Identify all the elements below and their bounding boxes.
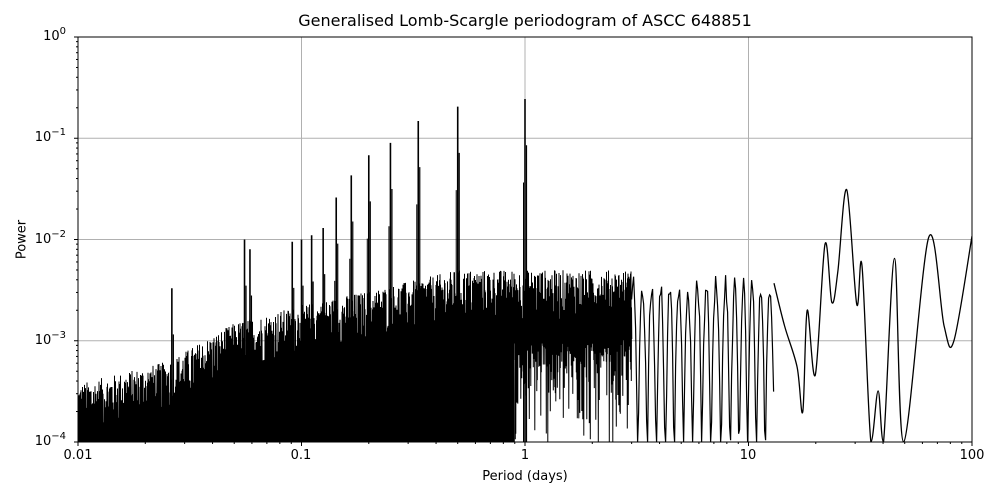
y-tick-label: 10−2: [34, 229, 66, 248]
axis-ticks: [74, 36, 973, 446]
x-tick-label: 1: [520, 448, 530, 463]
periodogram-line: [78, 99, 972, 442]
y-tick-label: 10−3: [34, 330, 66, 349]
y-tick-label: 100: [43, 26, 66, 45]
y-tick-label: 10−4: [34, 431, 66, 450]
y-tick-label: 10−1: [34, 127, 66, 146]
x-tick-label: 0.01: [63, 448, 93, 463]
x-tick-label: 0.1: [290, 448, 312, 463]
x-tick-label: 100: [959, 448, 985, 463]
x-tick-label: 10: [739, 448, 757, 463]
y-axis-label: Power: [14, 219, 30, 260]
x-axis-label: Period (days): [482, 469, 568, 484]
chart-title: Generalised Lomb-Scargle periodogram of …: [298, 11, 752, 30]
